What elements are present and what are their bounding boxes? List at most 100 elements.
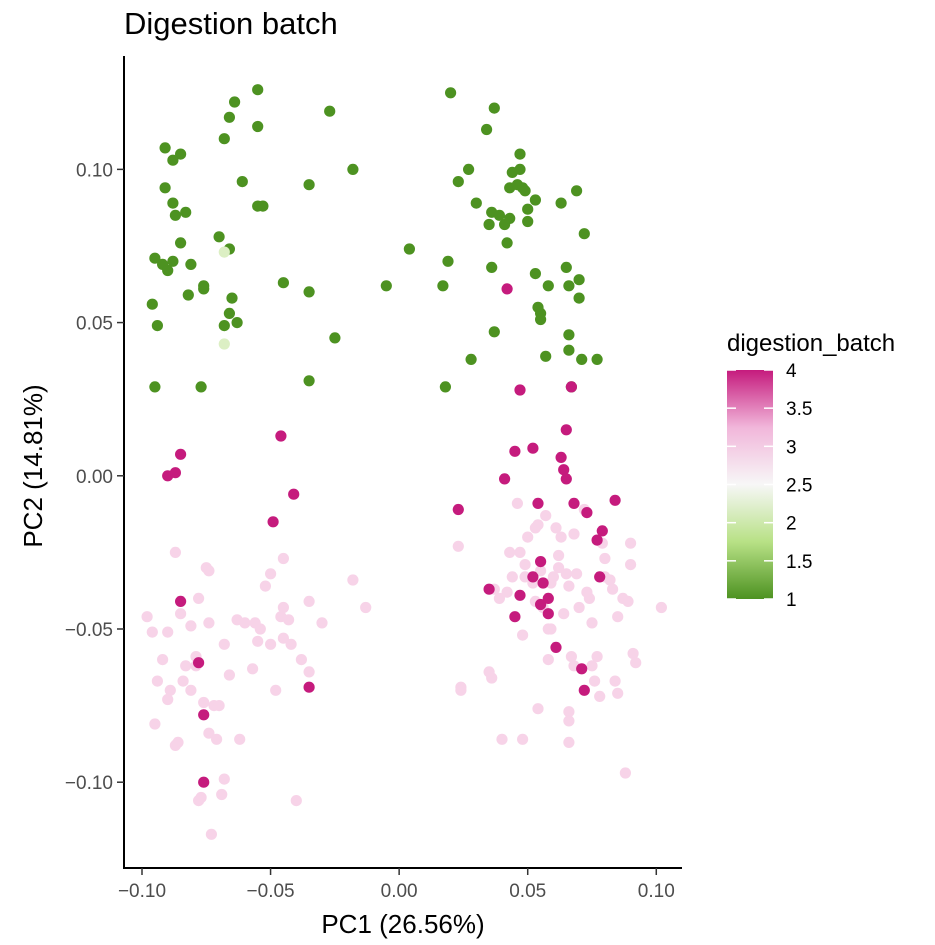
data-point-batch-4-13: [499, 473, 511, 485]
data-point-batch-3-109: [589, 675, 601, 687]
data-point-batch-3-75: [522, 531, 534, 543]
data-point-batch-1-26: [223, 111, 235, 123]
data-point-batch-3-97: [563, 736, 575, 749]
data-point-batch-1-59: [504, 212, 516, 224]
data-point-batch-3-40: [254, 623, 266, 635]
data-point-batch-1-67: [522, 215, 534, 228]
data-point-batch-3-1: [146, 626, 158, 638]
data-point-batch-3-125: [627, 647, 639, 660]
data-point-batch-3-60: [455, 684, 467, 696]
data-point-batch-1-86: [591, 353, 603, 365]
data-point-batch-1-63: [514, 163, 526, 175]
x-tick-label-3: 0.05: [509, 881, 546, 902]
data-point-batch-1-6: [180, 206, 192, 218]
data-point-batch-1-62: [514, 148, 526, 160]
data-point-batch-1-87: [257, 200, 269, 212]
data-point-batch-4-11: [452, 503, 464, 516]
data-point-batch-1-27: [229, 96, 241, 108]
x-axis-title: PC1 (26.56%): [321, 909, 484, 939]
data-point-batch-4-12: [483, 583, 495, 595]
data-point-batch-1-37: [329, 332, 341, 344]
data-point-batch-4-2: [175, 448, 187, 460]
data-point-batch-3-42: [265, 568, 277, 580]
data-point-batch-4-8: [267, 516, 279, 528]
y-tick-label-1: −0.05: [65, 620, 113, 641]
data-point-batch-3-100: [568, 528, 580, 540]
data-point-batch-3-32: [218, 773, 230, 785]
data-point-batch-3-20: [195, 791, 207, 804]
data-point-batch-3-83: [540, 509, 552, 522]
data-point-batch-3-106: [583, 592, 596, 605]
data-point-batch-1-84: [576, 353, 588, 365]
data-point-batch-3-121: [619, 767, 632, 779]
data-point-batch-4-27: [555, 451, 567, 463]
data-point-batch-3-51: [290, 795, 302, 807]
data-point-batch-3-7: [169, 546, 181, 559]
data-point-batch-4-21: [532, 497, 544, 509]
data-point-batch-3-122: [622, 595, 634, 608]
data-point-batch-3-98: [563, 715, 575, 727]
data-point-batch-3-119: [612, 687, 624, 699]
data-point-batch-3-107: [586, 617, 598, 629]
data-point-batch-3-12: [177, 675, 189, 687]
data-point-batch-1-77: [563, 280, 575, 292]
data-point-batch-1-69: [529, 194, 542, 206]
data-point-batch-1-72: [535, 313, 547, 326]
data-point-batch-1-43: [445, 87, 457, 99]
data-point-batch-3-103: [573, 601, 585, 614]
data-point-batch-3-54: [303, 595, 315, 608]
data-point-batch-3-2: [157, 654, 169, 666]
data-point-batch-1-39: [380, 280, 392, 292]
data-point-batch-1-19: [213, 231, 225, 243]
data-point-batch-3-108: [586, 660, 598, 672]
data-point-batch-3-71: [517, 629, 529, 641]
data-point-batch-3-93: [558, 608, 570, 620]
data-point-batch-1-79: [563, 344, 575, 356]
data-point-batch-4-24: [537, 577, 549, 589]
data-point-batch-3-69: [511, 497, 523, 509]
colorbar-label-4: 3: [786, 437, 797, 458]
data-point-batch-4-29: [560, 424, 572, 436]
data-point-batch-1-81: [571, 185, 583, 197]
data-point-batch-1-5: [169, 209, 181, 221]
data-point-batch-3-73: [519, 571, 531, 583]
data-point-batch-4-33: [576, 663, 588, 675]
data-point-batch-3-65: [496, 733, 508, 745]
data-point-batch-4-14: [501, 283, 513, 295]
data-point-batch-1-24: [218, 320, 230, 332]
data-point-batch-4-15: [509, 611, 521, 623]
data-point-batch-1-0: [159, 142, 171, 154]
data-point-batch-1-23: [231, 317, 243, 329]
data-point-batch-1-85: [578, 228, 590, 240]
x-tick-label-4: 0.10: [638, 881, 675, 902]
data-point-batch-1-10: [167, 255, 179, 267]
data-point-batch-4-31: [565, 381, 578, 393]
data-point-batch-1-45: [452, 176, 464, 188]
data-point-batch-1-50: [483, 218, 495, 231]
data-point-batch-4-36: [591, 534, 603, 546]
data-point-batch-1-25: [218, 133, 230, 145]
data-point-batch-4-37: [594, 571, 606, 583]
data-point-batch-4-40: [542, 608, 554, 620]
data-point-batch-3-6: [164, 684, 176, 696]
data-point-batch-4-5: [198, 709, 210, 721]
data-point-batch-3-15: [185, 684, 197, 696]
colorbar-label-2: 2: [786, 514, 797, 535]
data-point-batch-3-49: [283, 614, 295, 626]
data-point-batch-1-4: [167, 197, 179, 209]
data-point-batch-3-24: [203, 617, 215, 629]
data-point-batch-1-17: [195, 381, 207, 393]
data-point-batch-1-40: [403, 243, 415, 255]
data-point-batch-3-43: [265, 638, 277, 650]
axes: −0.10 −0.05 0.00 0.05 0.10 −0.10 −0.05 0.00 0.05…: [65, 56, 682, 902]
data-point-batch-3-30: [213, 700, 225, 712]
data-point-batch-4-30: [560, 473, 572, 485]
data-point-batch-4-10: [303, 681, 315, 693]
data-point-batch-1-3: [159, 182, 171, 194]
data-point-batch-4-32: [568, 497, 580, 509]
data-point-batch-1-14: [146, 298, 158, 310]
data-point-batch-1-41: [437, 280, 449, 292]
data-point-batch-3-23: [203, 565, 215, 577]
data-point-batch-3-46: [277, 601, 289, 614]
data-point-batch-3-127: [655, 601, 668, 614]
